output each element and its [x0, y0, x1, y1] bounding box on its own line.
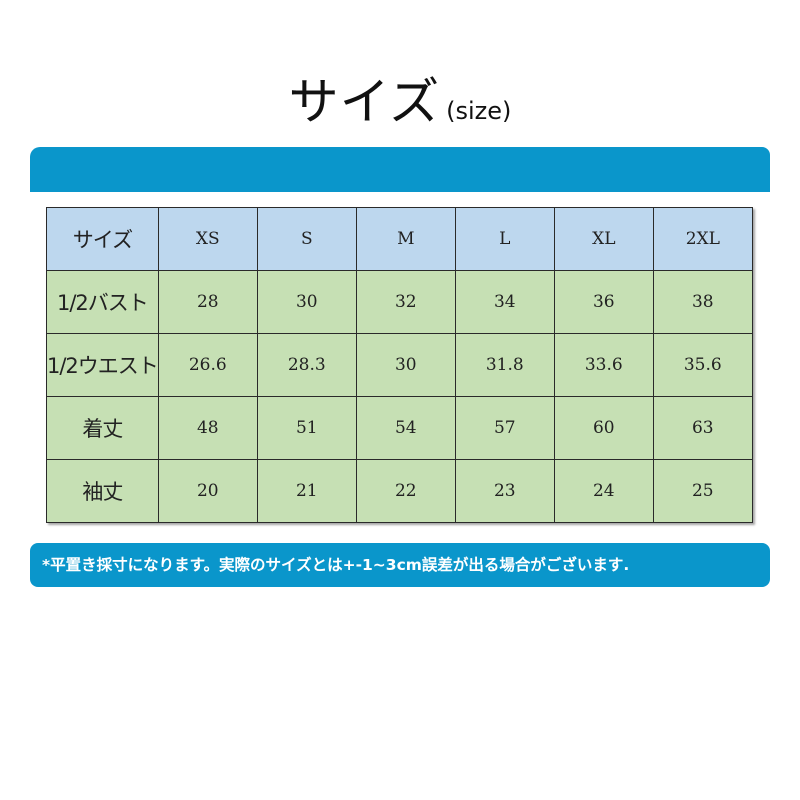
cell: 28.3 — [256, 333, 357, 397]
cell: 36 — [553, 270, 654, 334]
cell: 48 — [157, 396, 258, 460]
note: *平置き採寸になります。実際のサイズとは+-1~3cm誤差が出る場合がございます… — [30, 543, 770, 587]
size-label: L — [454, 207, 555, 271]
size-label: M — [355, 207, 456, 271]
cell: 31.8 — [454, 333, 555, 397]
size-table: サイズ XS S M L XL 2XL 1/2バスト 28 30 32 34 36 38 1/2ウエスト 26… — [46, 207, 753, 523]
header-bar — [30, 147, 770, 192]
cell: 23 — [454, 459, 555, 523]
cell: 54 — [355, 396, 456, 460]
row-label: 袖丈 — [46, 459, 159, 523]
cell: 60 — [553, 396, 654, 460]
row-label: 着丈 — [46, 396, 159, 460]
table-row: 着丈 48 51 54 57 60 63 — [46, 396, 753, 460]
cell: 38 — [652, 270, 753, 334]
size-label: XS — [157, 207, 258, 271]
table-row: 1/2ウエスト 26.6 28.3 30 31.8 33.6 35.6 — [46, 333, 753, 397]
row-label: サイズ — [46, 207, 159, 271]
cell: 30 — [256, 270, 357, 334]
cell: 24 — [553, 459, 654, 523]
row-label: 1/2バスト — [46, 270, 159, 334]
cell: 57 — [454, 396, 555, 460]
size-label: S — [256, 207, 357, 271]
size-label: 2XL — [652, 207, 753, 271]
cell: 34 — [454, 270, 555, 334]
cell: 63 — [652, 396, 753, 460]
cell: 22 — [355, 459, 456, 523]
table-row: 袖丈 20 21 22 23 24 25 — [46, 459, 753, 523]
cell: 35.6 — [652, 333, 753, 397]
title-sub: (size) — [446, 97, 512, 125]
header-row: サイズ XS S M L XL 2XL — [46, 207, 753, 271]
row-label: 1/2ウエスト — [46, 333, 159, 397]
cell: 33.6 — [553, 333, 654, 397]
cell: 21 — [256, 459, 357, 523]
cell: 30 — [355, 333, 456, 397]
cell: 25 — [652, 459, 753, 523]
size-label: XL — [553, 207, 654, 271]
title-main: サイズ — [288, 73, 441, 131]
cell: 20 — [157, 459, 258, 523]
cell: 51 — [256, 396, 357, 460]
cell: 26.6 — [157, 333, 258, 397]
table-row: 1/2バスト 28 30 32 34 36 38 — [46, 270, 753, 334]
title: サイズ (size) — [0, 62, 800, 134]
cell: 32 — [355, 270, 456, 334]
cell: 28 — [157, 270, 258, 334]
